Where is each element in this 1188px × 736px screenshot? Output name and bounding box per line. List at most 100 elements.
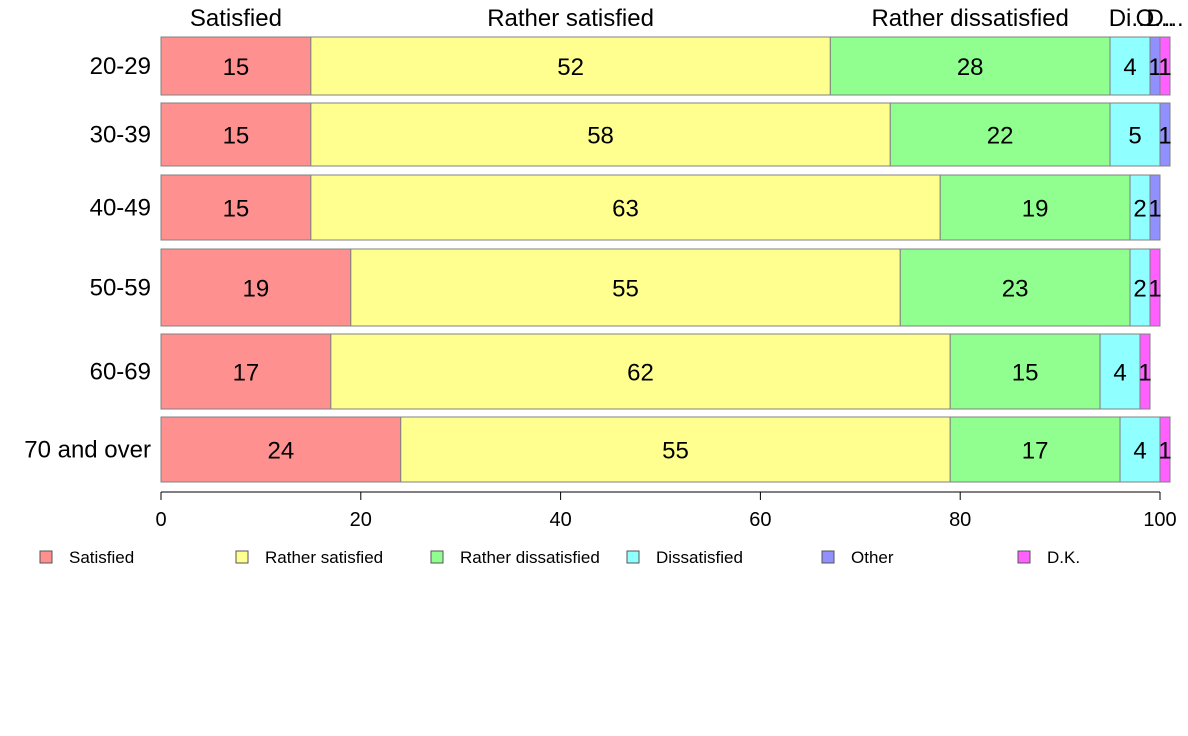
data-label: 4 bbox=[1123, 54, 1136, 81]
bar-segment-d-k bbox=[1159, 416, 1171, 483]
x-tick-label: 100 bbox=[1143, 509, 1176, 531]
data-label: 19 bbox=[1022, 196, 1049, 223]
x-tick-label: 0 bbox=[155, 509, 166, 531]
data-label: 4 bbox=[1113, 360, 1126, 387]
bar-segment-d-k bbox=[1149, 248, 1161, 327]
legend-item-dissatisfied: Dissatisfied bbox=[626, 548, 743, 567]
bar-segment-rather-satisfied bbox=[350, 248, 901, 327]
bar-segment-satisfied bbox=[160, 416, 402, 483]
legend-label: D.K. bbox=[1047, 548, 1080, 567]
segment-header-label: Satisfied bbox=[190, 5, 282, 32]
data-label: 2 bbox=[1133, 196, 1146, 223]
legend-item-other: Other bbox=[821, 548, 894, 567]
bar-segment-satisfied bbox=[160, 333, 332, 410]
segment-header-label: Rather dissatisfied bbox=[871, 5, 1068, 32]
bar-segment-satisfied bbox=[160, 248, 352, 327]
data-label: 15 bbox=[223, 123, 250, 150]
bar-segment-rather-dissatisfied bbox=[889, 102, 1111, 167]
legend-label: Rather dissatisfied bbox=[460, 548, 600, 567]
bar-segment-other bbox=[1149, 174, 1161, 241]
segment-header-label: Di... bbox=[1109, 5, 1152, 32]
data-label: 2 bbox=[1133, 276, 1146, 303]
data-label: 62 bbox=[627, 360, 654, 387]
segment-header-label: Rather satisfied bbox=[487, 5, 654, 32]
row-label: 70 and over bbox=[24, 437, 151, 464]
data-label: 52 bbox=[557, 54, 584, 81]
segment-header-label: D... bbox=[1146, 5, 1183, 32]
bar-segment-rather-dissatisfied bbox=[939, 174, 1131, 241]
bar-row-30-39: 30-39 15 58 22 5 1 bbox=[90, 102, 1172, 167]
bar-row-20-29: 20-29 15 52 28 4 11 bbox=[90, 36, 1172, 96]
data-label: 1 bbox=[1148, 196, 1161, 223]
bar-segment-d-k bbox=[1159, 36, 1171, 96]
row-label: 30-39 bbox=[90, 122, 151, 149]
legend-label: Other bbox=[851, 548, 894, 567]
bar-segment-rather-satisfied bbox=[330, 333, 951, 410]
data-label: 1 bbox=[1158, 54, 1171, 81]
x-tick-label: 60 bbox=[749, 509, 771, 531]
data-label: 1 bbox=[1148, 54, 1161, 81]
data-label: 24 bbox=[268, 438, 295, 465]
data-label: 63 bbox=[612, 196, 639, 223]
legend-swatch bbox=[626, 550, 640, 564]
bar-segment-dissatisfied bbox=[1119, 416, 1161, 483]
legend-swatch bbox=[821, 550, 835, 564]
data-label: 15 bbox=[223, 54, 250, 81]
legend-swatch bbox=[39, 550, 53, 564]
bar-row-50-59: 50-59 19 55 23 2 1 bbox=[90, 248, 1162, 327]
bar-segment-satisfied bbox=[160, 102, 312, 167]
bar-segment-dissatisfied bbox=[1099, 333, 1141, 410]
bar-segment-rather-dissatisfied bbox=[899, 248, 1131, 327]
legend-label: Rather satisfied bbox=[265, 548, 383, 567]
legend-swatch bbox=[430, 550, 444, 564]
x-tick-label: 80 bbox=[949, 509, 971, 531]
data-label: 23 bbox=[1002, 276, 1029, 303]
bar-segment-rather-dissatisfied bbox=[949, 416, 1121, 483]
bar-row-60-69: 60-69 17 62 15 4 1 bbox=[90, 333, 1152, 410]
legend-label: Dissatisfied bbox=[656, 548, 743, 567]
data-label: 28 bbox=[957, 54, 984, 81]
data-label: 1 bbox=[1158, 123, 1171, 150]
bar-segment-other bbox=[1159, 102, 1171, 167]
data-label: 1 bbox=[1138, 360, 1151, 387]
data-label: 55 bbox=[662, 438, 689, 465]
legend-item-satisfied: Satisfied bbox=[39, 548, 134, 567]
data-label: 5 bbox=[1128, 123, 1141, 150]
bar-row-40-49: 40-49 15 63 19 2 1 bbox=[90, 174, 1162, 241]
data-label: 1 bbox=[1158, 438, 1171, 465]
data-label: 4 bbox=[1133, 438, 1146, 465]
data-label: 15 bbox=[223, 196, 250, 223]
segment-header-label: O... bbox=[1136, 5, 1175, 32]
legend-label: Satisfied bbox=[69, 548, 134, 567]
data-label: 17 bbox=[1022, 438, 1049, 465]
legend-item-rather-satisfied: Rather satisfied bbox=[235, 548, 383, 567]
bar-segment-rather-satisfied bbox=[310, 174, 941, 241]
legend-swatch bbox=[1017, 550, 1031, 564]
bar-segment-satisfied bbox=[160, 174, 312, 241]
data-label: 55 bbox=[612, 276, 639, 303]
row-label: 20-29 bbox=[90, 53, 151, 80]
data-label: 58 bbox=[587, 123, 614, 150]
row-label: 60-69 bbox=[90, 359, 151, 386]
legend-item-d-k: D.K. bbox=[1017, 548, 1080, 567]
bar-row-70-and-over: 70 and over 24 55 17 4 1 bbox=[24, 416, 1172, 483]
data-label: 22 bbox=[987, 123, 1014, 150]
bar-segment-rather-satisfied bbox=[310, 102, 891, 167]
legend-item-rather-dissatisfied: Rather dissatisfied bbox=[430, 548, 600, 567]
bar-segment-dissatisfied bbox=[1109, 36, 1151, 96]
row-label: 50-59 bbox=[90, 275, 151, 302]
bar-segment-satisfied bbox=[160, 36, 312, 96]
data-label: 1 bbox=[1148, 276, 1161, 303]
data-label: 19 bbox=[243, 276, 270, 303]
row-label: 40-49 bbox=[90, 195, 151, 222]
legend-swatch bbox=[235, 550, 249, 564]
data-label: 15 bbox=[1012, 360, 1039, 387]
x-tick-label: 20 bbox=[350, 509, 372, 531]
legend: Satisfied Rather satisfied Rather dissatis… bbox=[39, 548, 1080, 567]
bar-segment-d-k bbox=[1139, 333, 1151, 410]
segment-header-labels: Satisfied Rather satisfied Rather dissatis… bbox=[190, 5, 1184, 32]
data-label: 17 bbox=[233, 360, 260, 387]
x-axis: 0 20 40 60 80 100 bbox=[155, 491, 1177, 531]
